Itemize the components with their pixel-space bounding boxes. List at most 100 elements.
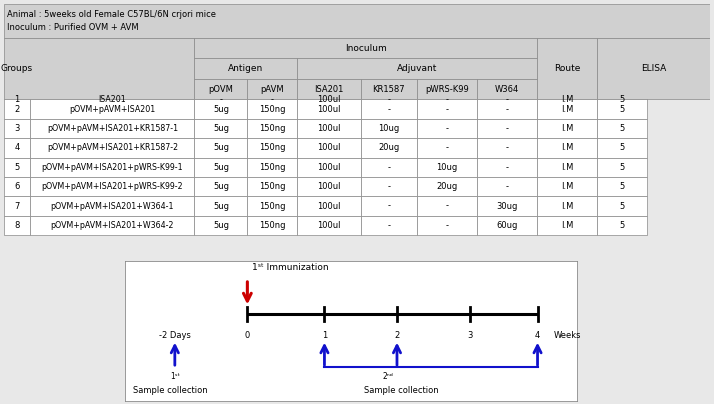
Text: 10ug: 10ug: [378, 124, 399, 133]
Text: I.M: I.M: [561, 143, 573, 152]
Text: pOVM+pAVM+ISA201+pWRS-K99-2: pOVM+pAVM+ISA201+pWRS-K99-2: [41, 182, 183, 191]
Text: pOVM+pAVM+ISA201+W364-2: pOVM+pAVM+ISA201+W364-2: [51, 221, 174, 230]
Text: 1: 1: [14, 95, 19, 104]
Bar: [297, 158, 361, 177]
Text: 150ng: 150ng: [259, 143, 286, 152]
Text: 4: 4: [535, 331, 540, 340]
Text: 100ul: 100ul: [317, 105, 341, 114]
Text: ELISA: ELISA: [641, 64, 666, 73]
Text: -: -: [446, 221, 448, 230]
Text: 1: 1: [322, 331, 327, 340]
Bar: [31, 177, 194, 196]
Text: 100ul: 100ul: [317, 182, 341, 191]
Text: 150ng: 150ng: [259, 124, 286, 133]
Bar: [4, 4, 710, 38]
Text: -: -: [446, 202, 448, 210]
Text: ISA201: ISA201: [314, 85, 343, 94]
Text: I.M: I.M: [561, 202, 573, 210]
Bar: [598, 177, 647, 196]
Text: pWRS-K99: pWRS-K99: [426, 85, 469, 94]
Text: 100ul: 100ul: [317, 95, 341, 104]
Bar: [417, 138, 477, 158]
Text: 150ng: 150ng: [259, 202, 286, 210]
Text: 5: 5: [14, 163, 19, 172]
Text: -: -: [506, 124, 508, 133]
Text: -: -: [387, 182, 391, 191]
Text: Antigen: Antigen: [228, 64, 263, 73]
Bar: [361, 138, 417, 158]
Text: Animal : 5weeks old Female C57BL/6N crjori mice: Animal : 5weeks old Female C57BL/6N crjo…: [7, 10, 216, 19]
Bar: [194, 138, 248, 158]
Text: pAVM: pAVM: [261, 85, 284, 94]
Bar: [417, 216, 477, 235]
Text: 5ug: 5ug: [213, 182, 229, 191]
Text: 5: 5: [620, 202, 625, 210]
Bar: [248, 216, 297, 235]
Text: 100ul: 100ul: [317, 124, 341, 133]
Text: -: -: [506, 105, 508, 114]
Text: 100ul: 100ul: [317, 163, 341, 172]
Text: 8: 8: [14, 221, 20, 230]
Bar: [297, 196, 361, 216]
Text: -: -: [387, 221, 391, 230]
Text: 2: 2: [14, 105, 19, 114]
Text: 5ug: 5ug: [213, 202, 229, 210]
Text: pOVM: pOVM: [208, 85, 233, 94]
Text: pOVM+pAVM+ISA201+W364-1: pOVM+pAVM+ISA201+W364-1: [51, 202, 174, 210]
Bar: [417, 196, 477, 216]
Bar: [194, 158, 248, 177]
Text: -: -: [506, 143, 508, 152]
Bar: [297, 79, 361, 99]
Bar: [297, 216, 361, 235]
Bar: [361, 99, 417, 119]
Bar: [537, 138, 598, 158]
Bar: [477, 79, 537, 99]
Bar: [297, 59, 537, 79]
Bar: [4, 196, 31, 216]
Text: 20ug: 20ug: [436, 182, 458, 191]
Text: pOVM+pAVM+ISA201+pWRS-K99-1: pOVM+pAVM+ISA201+pWRS-K99-1: [41, 163, 183, 172]
Bar: [361, 216, 417, 235]
Text: -: -: [506, 95, 508, 104]
Bar: [248, 177, 297, 196]
Text: W364: W364: [495, 85, 519, 94]
Text: Inoculum: Inoculum: [345, 44, 387, 53]
Bar: [4, 158, 31, 177]
Bar: [361, 158, 417, 177]
Text: 30ug: 30ug: [496, 202, 518, 210]
Text: 150ng: 150ng: [259, 105, 286, 114]
Bar: [31, 99, 194, 119]
Text: I.M: I.M: [561, 221, 573, 230]
Text: 5: 5: [620, 182, 625, 191]
Bar: [537, 158, 598, 177]
Bar: [361, 79, 417, 99]
Text: 5: 5: [620, 124, 625, 133]
Bar: [598, 158, 647, 177]
Bar: [4, 138, 31, 158]
Text: -: -: [506, 163, 508, 172]
Bar: [297, 138, 361, 158]
Bar: [477, 99, 537, 119]
Bar: [4, 216, 31, 235]
Bar: [4, 119, 31, 138]
Bar: [361, 196, 417, 216]
Text: ISA201: ISA201: [99, 95, 126, 104]
Text: 2ⁿᵈ: 2ⁿᵈ: [383, 372, 393, 381]
Text: I.M: I.M: [561, 182, 573, 191]
Text: 100ul: 100ul: [317, 202, 341, 210]
Text: 5: 5: [620, 163, 625, 172]
Text: 0: 0: [245, 331, 250, 340]
Bar: [361, 177, 417, 196]
Bar: [417, 119, 477, 138]
Bar: [598, 119, 647, 138]
Bar: [537, 177, 598, 196]
Text: KR1587: KR1587: [373, 85, 405, 94]
Text: I.M: I.M: [561, 105, 573, 114]
Bar: [477, 158, 537, 177]
Bar: [537, 119, 598, 138]
Text: 100ul: 100ul: [317, 143, 341, 152]
Text: 2: 2: [394, 331, 400, 340]
Text: 5: 5: [620, 95, 625, 104]
Bar: [31, 138, 194, 158]
Text: pOVM+pAVM+ISA201+KR1587-2: pOVM+pAVM+ISA201+KR1587-2: [47, 143, 178, 152]
